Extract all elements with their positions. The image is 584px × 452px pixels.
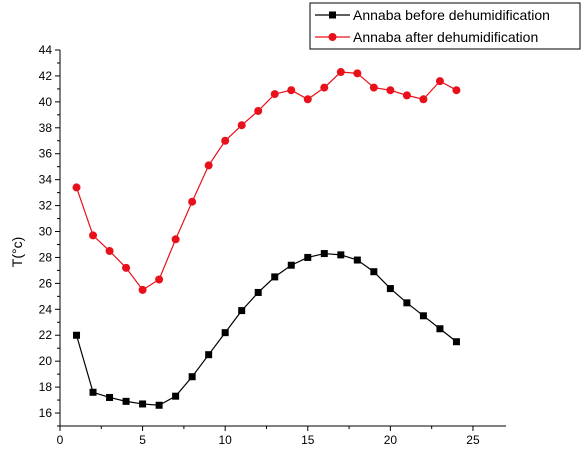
x-tick-label: 5 — [139, 433, 146, 447]
axes: 0 5 10 15 20 25 16 18 20 22 24 26 28 30 32 34 36 38 40 42 44 — [39, 43, 506, 447]
y-tick-label: 18 — [39, 380, 53, 394]
data-point-circle — [369, 83, 378, 92]
data-point-square — [89, 388, 97, 396]
data-point-square — [73, 331, 81, 339]
data-point-circle — [221, 136, 230, 145]
data-point-circle — [287, 86, 296, 95]
data-point-circle — [138, 285, 147, 294]
legend-marker-circle — [328, 33, 337, 41]
data-point-circle — [89, 231, 98, 240]
y-tick-label: 30 — [39, 225, 53, 239]
y-tick-label: 40 — [39, 95, 53, 109]
y-tick-label: 26 — [39, 276, 53, 290]
data-point-circle — [171, 235, 180, 244]
data-point-square — [122, 397, 130, 405]
y-tick-label: 28 — [39, 250, 53, 264]
y-tick-label: 20 — [39, 354, 53, 368]
data-point-square — [254, 288, 262, 296]
series-1 — [73, 250, 460, 409]
data-point-circle — [72, 183, 81, 192]
x-tick-label: 0 — [57, 433, 64, 447]
data-point-square — [370, 268, 378, 276]
legend-marker-square — [329, 11, 336, 19]
series-1-line — [75, 252, 457, 406]
data-point-circle — [303, 95, 312, 104]
legend-item-2: Annaba after dehumidification — [315, 29, 538, 45]
data-point-square — [304, 253, 312, 261]
data-point-square — [221, 329, 229, 337]
y-tick-label: 16 — [39, 406, 53, 420]
data-point-circle — [270, 90, 279, 99]
y-tick-label: 24 — [39, 302, 53, 316]
y-tick-label: 36 — [39, 147, 53, 161]
y-tick-label: 22 — [39, 328, 53, 342]
legend-label: Annaba before dehumidification — [353, 7, 550, 23]
series-2-line — [75, 71, 457, 291]
data-point-circle — [336, 68, 345, 77]
data-point-circle — [237, 121, 246, 130]
data-point-square — [155, 401, 163, 409]
legend-item-1: Annaba before dehumidification — [315, 7, 550, 23]
legend-box — [309, 2, 581, 50]
data-point-circle — [419, 95, 428, 104]
plot-area — [72, 68, 461, 409]
data-point-square — [436, 325, 444, 333]
data-point-circle — [204, 161, 213, 170]
y-axis-title: T(°c) — [9, 237, 25, 267]
data-point-square — [238, 307, 246, 315]
data-point-circle — [155, 275, 164, 284]
data-point-square — [287, 261, 295, 269]
data-point-square — [337, 251, 345, 259]
y-tick-label: 42 — [39, 69, 53, 83]
data-point-circle — [254, 106, 263, 115]
data-point-square — [452, 338, 460, 346]
x-tick-label: 20 — [384, 433, 398, 447]
data-point-square — [172, 392, 180, 400]
legend-label: Annaba after dehumidification — [353, 29, 538, 45]
data-point-square — [353, 256, 361, 264]
data-point-square — [419, 312, 427, 320]
data-point-square — [205, 351, 213, 359]
data-point-square — [386, 285, 394, 293]
x-tick-label: 10 — [219, 433, 233, 447]
data-point-circle — [386, 86, 395, 95]
data-point-circle — [452, 86, 461, 95]
x-tick-label: 25 — [466, 433, 480, 447]
data-point-circle — [435, 77, 444, 86]
data-point-square — [403, 299, 411, 307]
data-point-square — [106, 393, 114, 401]
y-tick-label: 38 — [39, 121, 53, 135]
data-point-circle — [320, 83, 329, 92]
data-point-circle — [122, 263, 131, 272]
data-point-circle — [402, 91, 411, 100]
data-point-square — [271, 273, 279, 281]
data-point-square — [188, 373, 196, 381]
x-tick-label: 15 — [301, 433, 315, 447]
y-tick-label: 34 — [39, 173, 53, 187]
data-point-square — [139, 400, 147, 408]
legend: Annaba before dehumidification Annaba aft… — [309, 2, 581, 50]
data-point-circle — [188, 197, 197, 206]
data-point-square — [320, 250, 328, 258]
series-2 — [72, 68, 461, 294]
data-point-circle — [105, 246, 114, 255]
y-tick-label: 32 — [39, 199, 53, 213]
data-point-circle — [353, 69, 362, 78]
y-tick-label: 44 — [39, 43, 53, 57]
